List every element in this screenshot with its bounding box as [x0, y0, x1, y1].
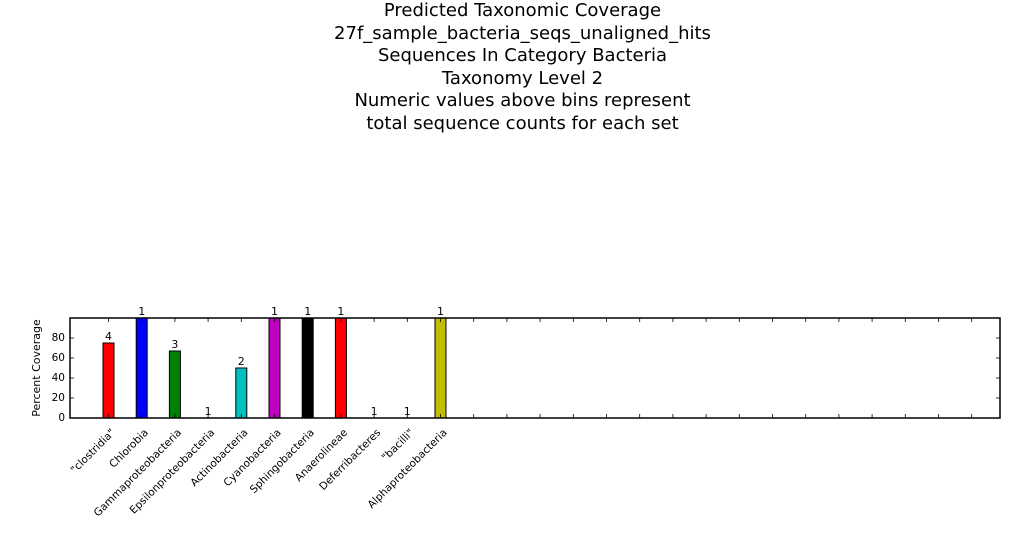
title-line-1: Predicted Taxonomic Coverage: [383, 0, 662, 21]
bar-count-label: 1: [304, 305, 311, 318]
x-tick-label: Deferribacteres: [317, 427, 383, 493]
bar-count-label: 1: [437, 305, 444, 318]
bar-count-label: 1: [404, 405, 411, 418]
x-tick-label: "clostridia": [68, 427, 117, 476]
title-line-5: Numeric values above bins represent: [354, 90, 691, 111]
bar: [434, 317, 447, 419]
y-tick-label: 80: [52, 332, 65, 344]
title-line-6: total sequence counts for each set: [366, 112, 679, 134]
bar-count-label: 2: [238, 355, 245, 368]
y-tick-label: 0: [58, 412, 65, 424]
bar-count-label: 1: [271, 305, 278, 318]
chart-title: Predicted Taxonomic Coverage 27f_sample_…: [0, 0, 1035, 135]
bar: [268, 317, 281, 419]
bar-count-label: 1: [138, 305, 145, 318]
y-tick-label: 40: [52, 372, 65, 384]
x-tick-label: Actinobacteria: [188, 427, 250, 489]
bar-count-label: 4: [105, 330, 112, 343]
bar: [102, 342, 115, 419]
bar-count-label: 1: [371, 405, 378, 418]
bar-count-label: 3: [171, 338, 178, 351]
bar: [334, 317, 347, 419]
y-tick-label: 20: [52, 392, 65, 404]
y-tick-label: 60: [52, 352, 65, 364]
plot-frame: [69, 317, 1001, 419]
title-line-2: 27f_sample_bacteria_seqs_unaligned_hits: [334, 22, 711, 44]
bar-count-label: 1: [205, 405, 212, 418]
bar: [135, 317, 148, 419]
bar-count-label: 1: [337, 305, 344, 318]
bar: [168, 350, 181, 419]
title-line-4: Taxonomy Level 2: [441, 67, 604, 89]
bar: [235, 367, 248, 419]
x-tick-label: Cyanobacteria: [221, 427, 283, 489]
y-axis-label: Percent Coverage: [30, 319, 43, 417]
title-line-3: Sequences In Category Bacteria: [377, 45, 668, 66]
bar: [301, 317, 314, 419]
